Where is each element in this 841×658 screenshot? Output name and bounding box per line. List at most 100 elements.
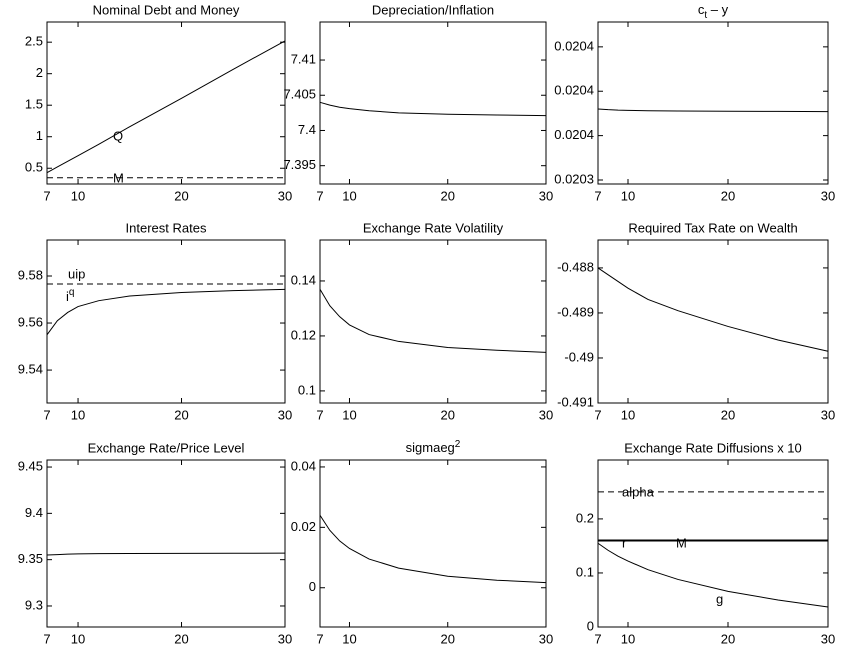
y-tick-label: 1 [36,128,43,143]
y-tick-label: 9.58 [18,267,43,282]
x-tick-label: 20 [721,188,735,203]
title-part: sigmaeg [406,440,455,455]
x-tick-label: 7 [316,631,323,646]
y-tick-label: 9.4 [25,505,43,520]
chart-title: Required Tax Rate on Wealth [628,220,797,235]
x-tick-label: 30 [539,188,553,203]
x-tick-label: 10 [71,631,85,646]
series-line [319,288,547,353]
x-tick-label: 30 [278,631,292,646]
title-part: 2 [455,439,461,450]
y-tick-label: 9.56 [18,314,43,329]
panel: sigmaeg2 7 10 20 30 0 0.02 0.04 [291,439,554,647]
series-line [319,101,547,117]
series-line [46,40,286,174]
y-tick-label: 0.1 [298,382,316,397]
y-tick-label: 7.395 [283,157,316,172]
series-line [597,108,829,113]
y-tick-label: -0.489 [557,304,594,319]
series-line [597,542,829,608]
x-tick-label: 7 [43,631,50,646]
annotation: M [113,170,124,185]
x-tick-label: 10 [342,407,356,422]
x-tick-label: 7 [594,188,601,203]
axes-frame [46,239,286,404]
y-tick-label: 0.12 [291,327,316,342]
y-tick-label: -0.488 [557,259,594,274]
x-tick-label: 30 [821,188,835,203]
y-tick-label: 9.54 [18,362,43,377]
y-tick-label: 1.5 [25,97,43,112]
x-tick-label: 10 [342,631,356,646]
panel: Interest Rates 7 10 20 30 9.54 9.56 9.58 uip iq [18,220,293,422]
axes-frame [46,459,286,628]
panel: Required Tax Rate on Wealth 7 10 20 30 -0.488… [557,220,835,422]
chart-title: Exchange Rate Diffusions x 10 [624,440,802,455]
panel: Exchange Rate/Price Level 7 10 20 30 9.3 9.35 9… [18,440,293,646]
chart-title: Exchange Rate/Price Level [88,440,245,455]
y-tick-label: 9.45 [18,458,43,473]
x-tick-label: 10 [621,631,635,646]
x-tick-label: 30 [821,631,835,646]
x-tick-label: 30 [278,188,292,203]
annotation: r [622,535,627,550]
axes-frame [319,21,547,185]
series-line [46,288,286,336]
panel: Exchange Rate Volatility 7 10 20 30 0.1 0.12 0.… [291,220,554,422]
y-tick-label: 7.41 [291,51,316,66]
x-tick-label: 7 [594,631,601,646]
x-tick-label: 20 [441,631,455,646]
y-tick-label: 0.0204 [554,38,594,53]
chart-title: Depreciation/Inflation [372,2,494,17]
panel: ct – y 7 10 20 30 0.0203 0.0204 0.0204 0.0204 [554,2,835,203]
x-tick-label: 30 [821,407,835,422]
y-tick-label: -0.491 [557,394,594,409]
annotation: g [716,591,723,606]
axes-frame [319,459,547,628]
y-tick-label: 0.1 [576,564,594,579]
annotation-part: q [69,287,75,298]
y-tick-label: 2.5 [25,34,43,49]
y-tick-label: 7.405 [283,87,316,102]
title-part: – y [707,2,728,17]
x-tick-label: 10 [71,188,85,203]
y-tick-label: 0.0203 [554,171,594,186]
series-line [46,552,286,556]
x-tick-label: 7 [43,407,50,422]
panel: Depreciation/Inflation 7 10 20 30 7.395 7.4 7.4… [283,2,553,203]
y-tick-label: 0 [587,618,594,633]
x-tick-label: 20 [721,407,735,422]
y-tick-label: 0.5 [25,160,43,175]
chart-title: ct – y [698,2,729,20]
x-tick-label: 7 [594,407,601,422]
annotation: M [676,535,687,550]
y-tick-label: 0 [309,579,316,594]
y-tick-label: 0.2 [576,510,594,525]
title-part: t [704,10,707,21]
annotation: iq [66,287,74,305]
y-tick-label: 9.35 [18,551,43,566]
series-line [319,514,547,584]
annotation-part: i [66,289,69,304]
x-tick-label: 30 [539,407,553,422]
x-tick-label: 20 [174,631,188,646]
x-tick-label: 7 [316,188,323,203]
axes-frame [46,21,286,185]
x-tick-label: 30 [278,407,292,422]
chart-title: Interest Rates [126,220,207,235]
axes-frame [597,21,829,185]
x-tick-label: 10 [621,407,635,422]
y-tick-label: 7.4 [298,122,316,137]
y-tick-label: 0.14 [291,272,316,287]
x-tick-label: 20 [441,188,455,203]
panel: Exchange Rate Diffusions x 10 7 10 20 30 0 0.1… [576,440,835,646]
y-tick-label: 2 [36,65,43,80]
y-tick-label: 9.3 [25,597,43,612]
y-tick-label: -0.49 [564,349,594,364]
x-tick-label: 20 [174,407,188,422]
x-tick-label: 10 [342,188,356,203]
y-tick-label: 0.0204 [554,83,594,98]
annotation: uip [68,266,85,281]
x-tick-label: 7 [43,188,50,203]
